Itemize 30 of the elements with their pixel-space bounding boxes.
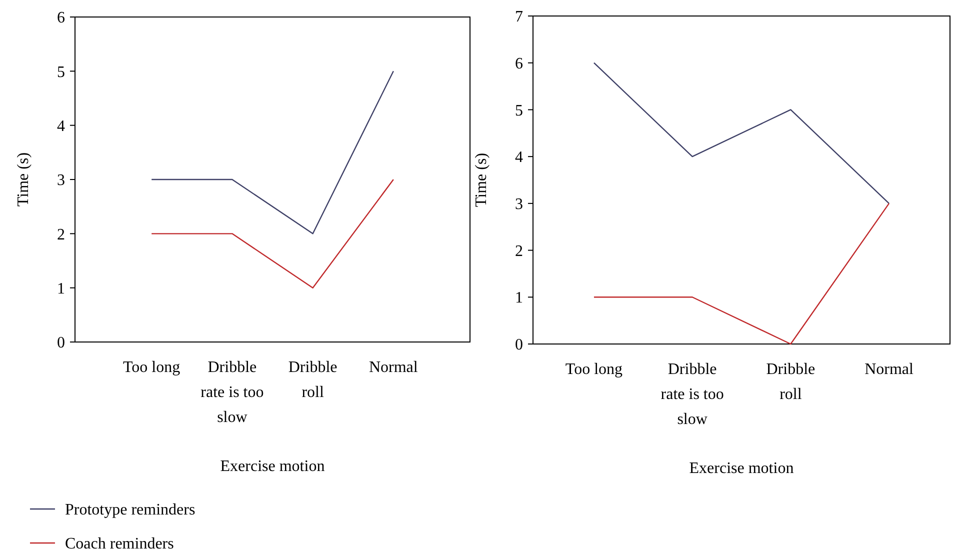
x-tick-label: Normal [864,361,914,378]
x-tick-label: Dribble roll [766,361,816,403]
x-tick-label: Dribble rate is too slow [200,359,264,426]
y-tick-label: 0 [515,336,523,354]
y-tick-label: 7 [515,8,523,26]
y-tick-label: 3 [515,196,523,214]
x-axis-title: Exercise motion [689,460,794,477]
y-tick-label: 3 [57,172,65,190]
x-tick-label: Too long [565,361,623,378]
y-tick-label: 2 [57,226,65,244]
x-tick-label: Normal [368,359,418,376]
y-tick-label: 1 [515,290,523,307]
y-tick-label: 6 [57,10,65,27]
y-tick-label: 5 [515,102,523,120]
y-tick-label: 2 [515,242,523,260]
legend-label: Coach reminders [65,536,174,553]
y-tick-label: 1 [57,280,65,298]
x-tick-label: Too long [123,359,180,376]
y-tick-label: 6 [515,55,523,72]
y-tick-label: 4 [57,118,65,135]
y-axis-title: Time (s) [473,152,490,208]
legend-label: Prototype reminders [65,502,196,519]
y-axis-title: Time (s) [15,152,32,207]
line-series [593,62,890,204]
y-tick-label: 4 [515,149,523,166]
x-tick-label: Dribble roll [288,359,338,401]
x-tick-label: Dribble rate is too slow [660,361,724,428]
x-axis-title: Exercise motion [220,458,325,475]
y-tick-label: 0 [57,334,65,352]
y-tick-label: 5 [57,64,65,81]
